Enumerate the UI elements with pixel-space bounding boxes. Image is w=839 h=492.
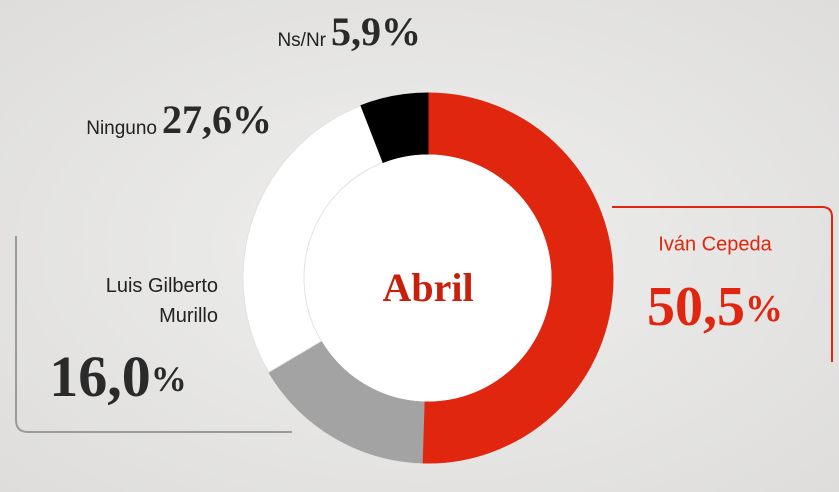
donut-segment (421, 92, 614, 464)
center-label: Abril (382, 265, 473, 310)
segment-name: Ninguno (86, 118, 157, 139)
segment-name: Ns/Nr (277, 30, 326, 51)
value-label: 5,9% (331, 9, 421, 54)
segment-name: Luis Gilberto Murillo (106, 275, 218, 327)
segment-name: Iván Cepeda (658, 233, 772, 255)
value-label: 50,5% (647, 276, 783, 338)
donut-hole (304, 154, 552, 402)
donut (242, 92, 614, 464)
value-label: 27,6% (162, 97, 272, 142)
callout-line (15, 236, 292, 433)
callout-line (612, 206, 833, 362)
value-label: 16,0% (49, 344, 187, 409)
donut-segment (360, 92, 429, 164)
donut-segment (242, 104, 384, 373)
